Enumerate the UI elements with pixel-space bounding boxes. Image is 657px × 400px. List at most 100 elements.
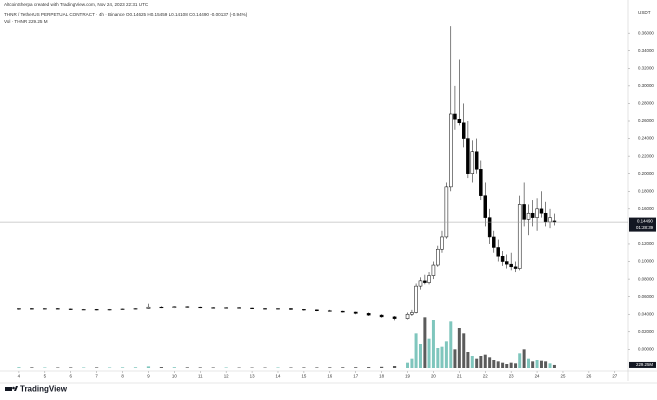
volume-bar: [509, 362, 513, 368]
volume-bars: [17, 317, 556, 368]
volume-bar: [69, 367, 73, 368]
volume-bar: [457, 328, 461, 368]
candle-body: [457, 118, 462, 124]
volume-bar: [453, 349, 457, 368]
y-tick-label: 0.12000: [638, 241, 654, 246]
y-tick-label: 0.28000: [638, 101, 654, 106]
volume-bar: [505, 364, 509, 368]
volume-tag: [629, 361, 656, 368]
x-tick-label: 9: [147, 374, 150, 379]
candle-body: [487, 217, 492, 238]
volume-bar: [475, 358, 479, 368]
brand-logo: TradingView: [5, 385, 68, 394]
volume-bar: [341, 367, 345, 368]
candle-body: [496, 247, 500, 257]
x-tick-label: 18: [379, 374, 384, 379]
y-tick-label: 0.10000: [638, 259, 654, 264]
candle-body: [517, 204, 522, 269]
volume-bar: [354, 367, 358, 368]
countdown-label: 01:28:39: [636, 225, 654, 230]
candle-body: [353, 311, 358, 314]
x-tick-label: 23: [509, 374, 514, 379]
x-tick-label: 24: [535, 374, 540, 379]
candle-body: [440, 236, 444, 250]
candle-body: [55, 308, 60, 310]
volume-bar: [539, 360, 543, 368]
candle-body: [237, 307, 241, 309]
volume-bar: [548, 363, 552, 368]
candle-body: [107, 309, 112, 311]
candle-body: [392, 316, 397, 319]
symbol-line: THNR / TetherUS PERPETUAL CONTRACT · 4h …: [4, 12, 248, 17]
volume-bar: [479, 356, 483, 368]
y-tick-label: 0.32000: [638, 65, 654, 70]
x-tick-label: 20: [431, 374, 436, 379]
candle-body: [198, 306, 203, 309]
candle-body: [543, 212, 548, 223]
volume-bar: [518, 353, 522, 368]
volume-bar: [198, 367, 202, 368]
y-tick-label: 0.18000: [638, 188, 654, 193]
x-tick-label: 6: [70, 374, 73, 379]
volume-bar: [224, 367, 228, 368]
y-tick-label: 0.04000: [638, 311, 654, 316]
currency-label: USDT: [638, 10, 651, 15]
candle-body: [418, 280, 423, 287]
y-tick-label: 0.00000: [638, 347, 654, 352]
volume-bar: [449, 321, 453, 368]
volume-bar: [328, 367, 332, 368]
candle-body: [526, 212, 531, 220]
candle-body: [172, 306, 177, 308]
volume-bar: [527, 358, 531, 368]
candle-body: [289, 308, 293, 310]
last-price-label: 0.14490: [637, 218, 653, 223]
candle-body: [470, 151, 475, 174]
candle-body: [509, 263, 513, 268]
candle-body: [548, 217, 552, 223]
volume-bar: [483, 354, 487, 368]
y-tick-label: 0.36000: [638, 30, 654, 35]
volume-bar: [444, 341, 448, 368]
candle-body: [405, 313, 410, 319]
x-tick-label: 16: [327, 374, 332, 379]
volume-bar: [172, 367, 176, 368]
volume-bar: [535, 360, 539, 368]
candle-body: [449, 113, 453, 188]
candles: [17, 26, 557, 321]
y-tick-label: 0.06000: [638, 294, 654, 299]
candle-body: [444, 186, 449, 238]
volume-bar: [544, 361, 548, 368]
volume-bar: [56, 367, 60, 368]
candle-body: [159, 306, 164, 309]
y-tick-label: 0.22000: [638, 153, 654, 158]
candle-body: [327, 310, 332, 312]
candle-body: [492, 236, 496, 248]
candle-body: [276, 308, 280, 310]
volume-bar: [427, 338, 431, 368]
candle-body: [436, 248, 440, 266]
x-tick-label: 15: [301, 374, 306, 379]
y-tick-label: 0.20000: [638, 171, 654, 176]
logo-mark: [5, 387, 12, 391]
candle-body: [414, 285, 418, 313]
candle-body: [302, 309, 306, 311]
candle-body: [479, 169, 483, 196]
candle-body: [423, 280, 427, 283]
candle-body: [263, 308, 267, 310]
x-tick-label: 7: [95, 374, 98, 379]
volume-bar: [410, 358, 414, 368]
candle-body: [250, 307, 254, 309]
candle-body: [133, 308, 138, 310]
candle-body: [427, 275, 431, 283]
y-tick-label: 0.34000: [638, 48, 654, 53]
candle-body: [483, 195, 487, 218]
volume-bar: [440, 346, 444, 368]
volume-bar: [276, 367, 280, 368]
volume-bar: [211, 367, 215, 368]
volume-bar: [418, 344, 422, 368]
x-tick-label: 11: [198, 374, 203, 379]
candle-body: [410, 312, 414, 315]
x-tick-label: 10: [172, 374, 177, 379]
